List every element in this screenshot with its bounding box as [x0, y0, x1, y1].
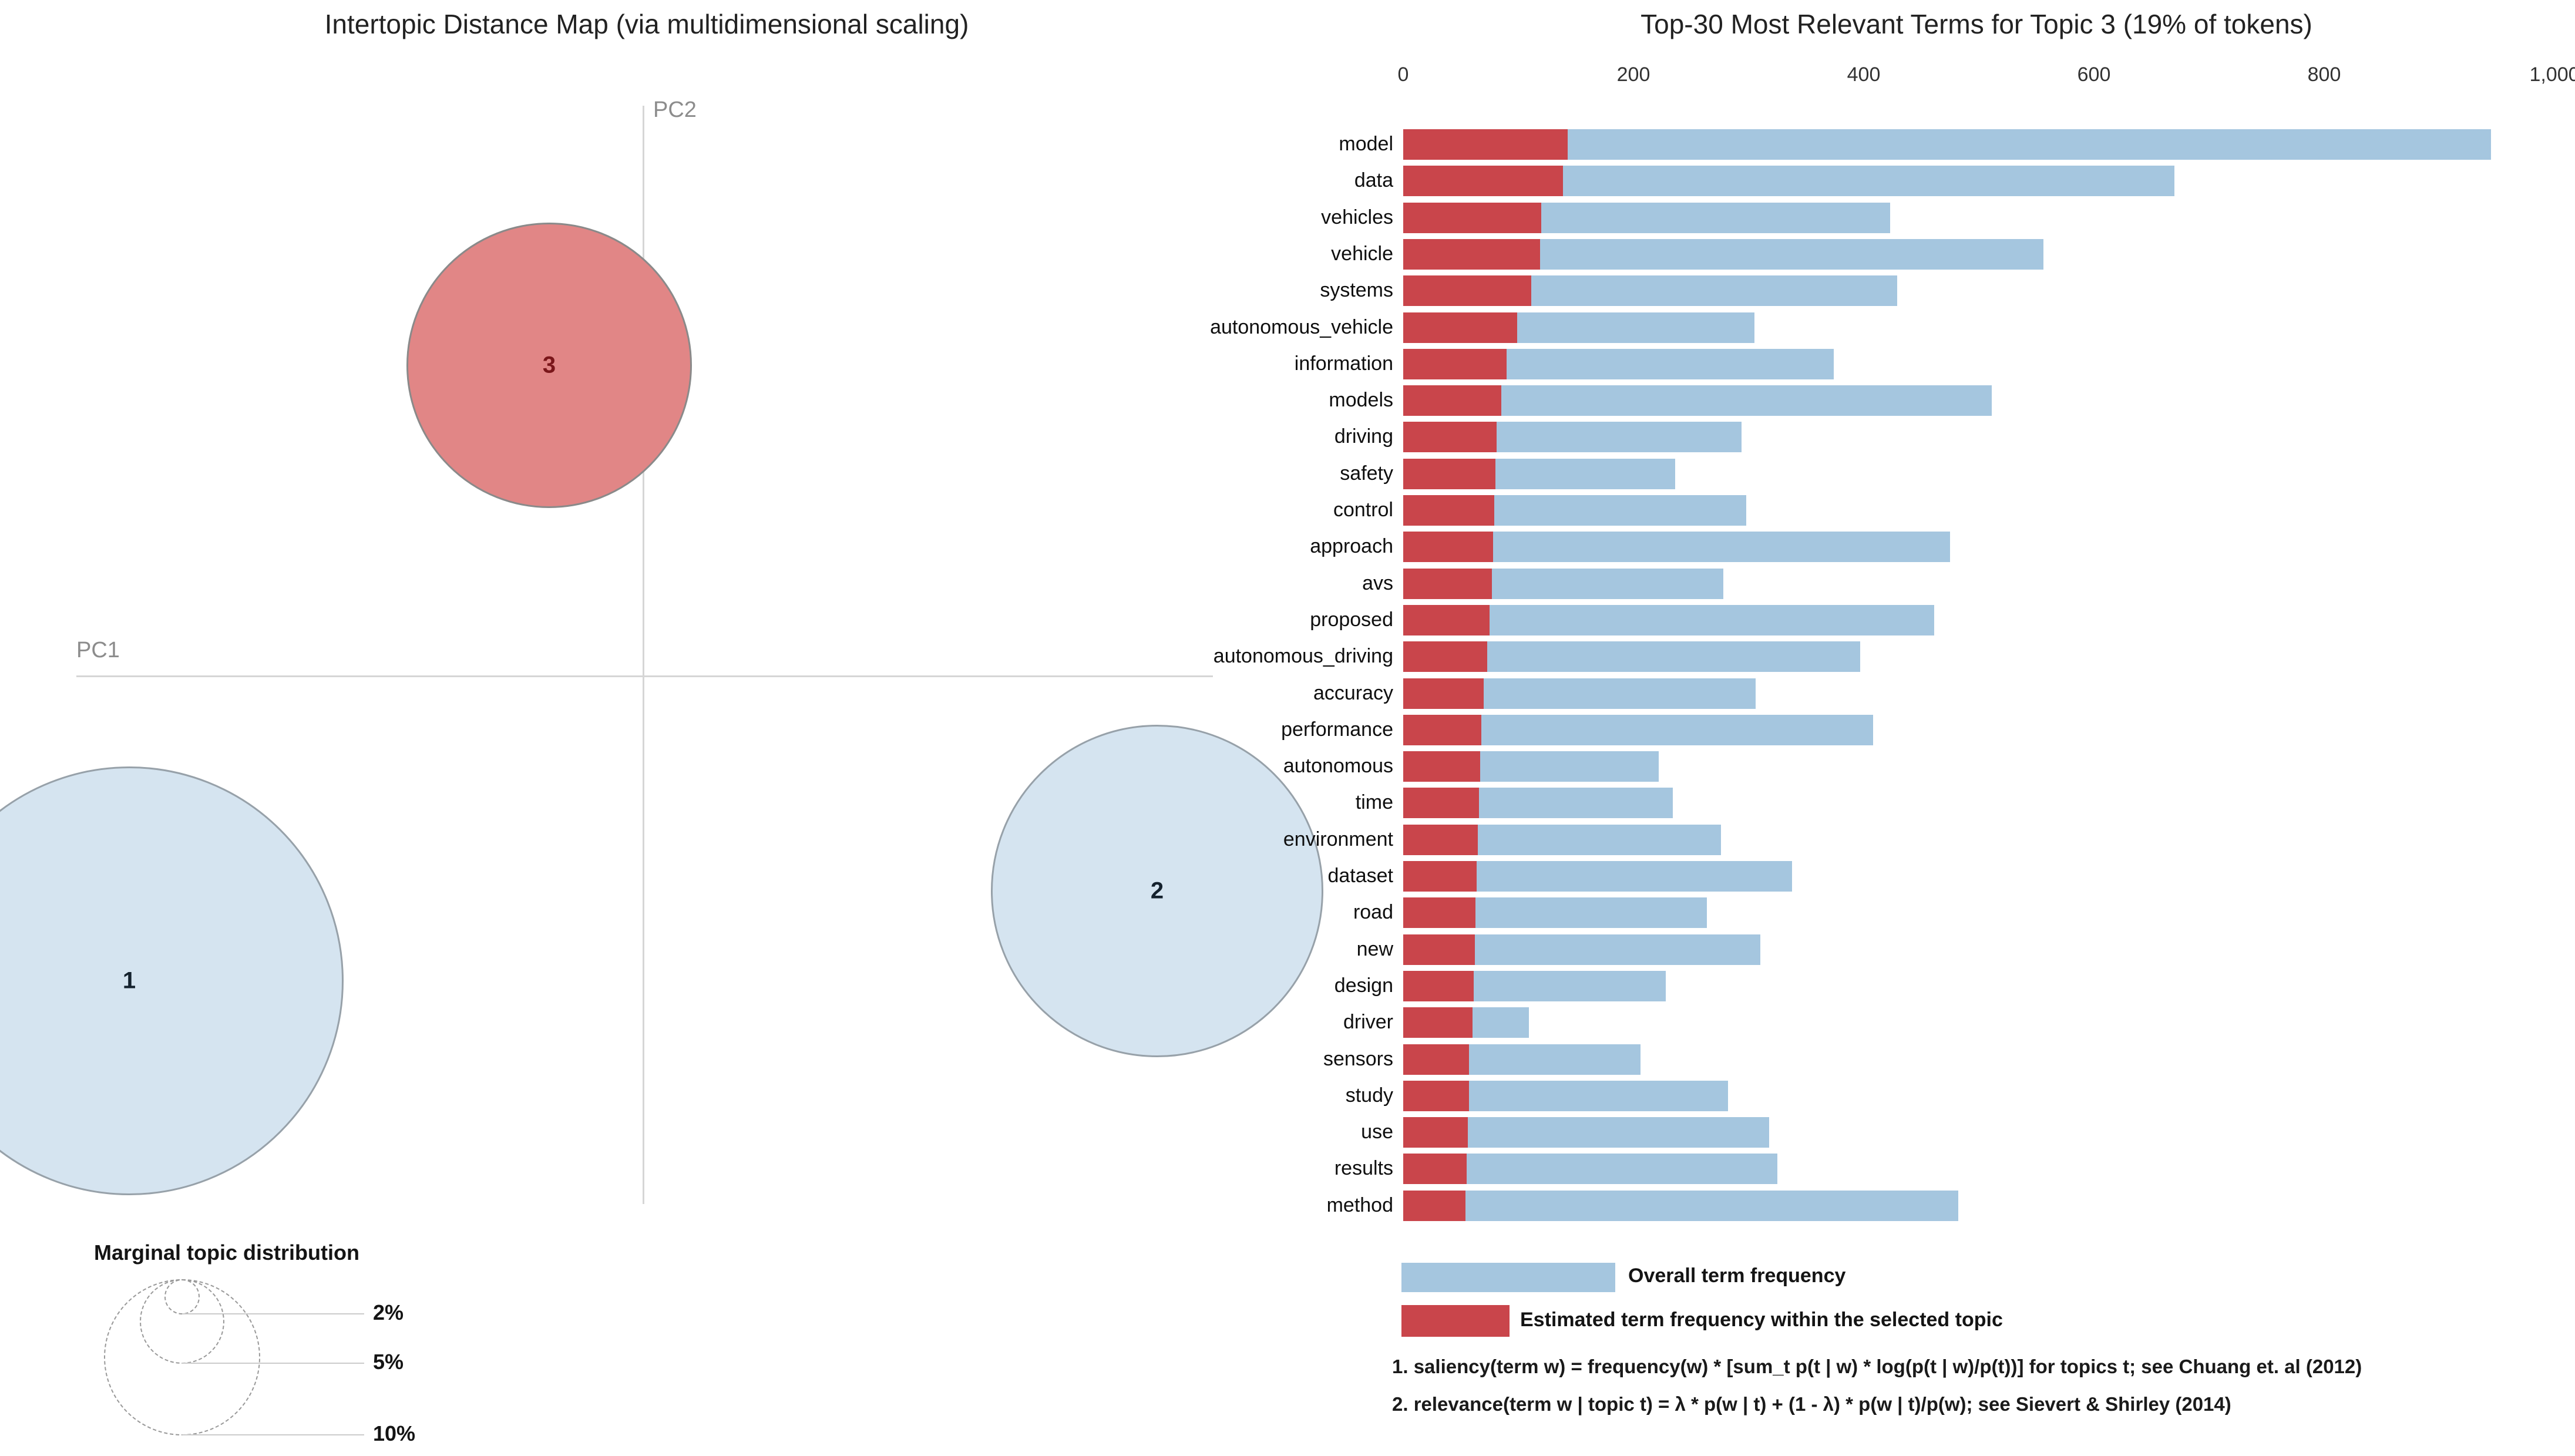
topic-frequency-bar	[1403, 1154, 1467, 1185]
x-axis-tick-1000: 1,000	[2529, 63, 2575, 86]
topic-number-3: 3	[542, 352, 556, 378]
term-label: method	[1326, 1193, 1393, 1216]
topic-circle-2[interactable]	[991, 725, 1323, 1057]
term-label: environment	[1283, 828, 1393, 850]
term-label: time	[1355, 791, 1393, 814]
marginal-pct-label: 2%	[373, 1300, 404, 1324]
term-label: models	[1329, 389, 1393, 412]
topic-frequency-bar	[1403, 202, 1542, 233]
x-axis-tick-800: 800	[2307, 63, 2341, 86]
term-label: new	[1356, 937, 1393, 960]
overall-frequency-bar	[1403, 129, 2492, 160]
topic-frequency-bar	[1403, 1117, 1468, 1148]
term-label: approach	[1310, 535, 1393, 558]
topic-circle-1[interactable]	[0, 766, 344, 1195]
term-label: driver	[1343, 1011, 1393, 1034]
topic-frequency-bar	[1403, 934, 1475, 965]
topic-frequency-bar	[1403, 129, 1568, 160]
overall-frequency-bar	[1403, 604, 1934, 635]
marginal-connector-line	[182, 1363, 364, 1364]
term-label: results	[1334, 1157, 1393, 1180]
topic-frequency-bar	[1403, 678, 1484, 709]
topic-frequency-bar	[1403, 1044, 1469, 1075]
topic-frequency-bar	[1403, 714, 1482, 745]
marginal-distribution-title: Marginal topic distribution	[94, 1240, 359, 1265]
relevance-footnote: 2. relevance(term w | topic t) = λ * p(w…	[1392, 1393, 2231, 1415]
term-label: safety	[1340, 462, 1393, 485]
term-label: driving	[1334, 425, 1393, 448]
overall-frequency-bar	[1403, 1190, 1958, 1221]
topic-frequency-bar	[1403, 1080, 1469, 1111]
overall-frequency-bar	[1403, 532, 1950, 563]
topic-frequency-bar	[1403, 751, 1481, 782]
term-label: autonomous	[1283, 755, 1393, 778]
topic-frequency-bar	[1403, 532, 1493, 563]
term-label: autonomous_driving	[1213, 645, 1393, 668]
topic-frequency-bar	[1403, 385, 1501, 416]
overall-frequency-label: Overall term frequency	[1628, 1265, 1846, 1287]
topic-frequency-bar	[1403, 495, 1494, 526]
x-axis-tick-400: 400	[1847, 63, 1881, 86]
topic-circle-3[interactable]	[406, 223, 692, 508]
term-label: use	[1361, 1121, 1393, 1144]
term-label: sensors	[1323, 1047, 1393, 1070]
topic-frequency-bar	[1403, 861, 1477, 892]
topic-frequency-label: Estimated term frequency within the sele…	[1520, 1309, 2003, 1331]
term-label: autonomous_vehicle	[1210, 315, 1393, 338]
topic-frequency-bar	[1403, 275, 1531, 307]
term-label: road	[1353, 901, 1393, 924]
term-label: control	[1333, 499, 1393, 521]
overall-frequency-swatch	[1401, 1263, 1615, 1292]
term-label: vehicles	[1321, 206, 1393, 228]
intertopic-map-title: Intertopic Distance Map (via multidimens…	[324, 9, 969, 39]
topic-frequency-bar	[1403, 422, 1497, 453]
term-label: model	[1339, 133, 1393, 155]
term-label: avs	[1362, 571, 1393, 594]
term-label: study	[1345, 1084, 1393, 1107]
topic-frequency-bar	[1403, 788, 1480, 819]
term-label: design	[1334, 974, 1393, 997]
term-label: dataset	[1327, 865, 1393, 887]
topic-frequency-bar	[1403, 1007, 1473, 1038]
term-label: vehicle	[1331, 242, 1393, 265]
term-label: proposed	[1310, 608, 1393, 631]
pc1-axis-line	[76, 675, 1213, 677]
topic-frequency-bar	[1403, 897, 1476, 929]
topic-frequency-bar	[1403, 458, 1495, 489]
marginal-connector-line	[182, 1313, 364, 1314]
term-label: information	[1294, 352, 1393, 375]
marginal-pct-label: 10%	[373, 1421, 416, 1445]
topic-frequency-bar	[1403, 348, 1507, 379]
topic-frequency-bar	[1403, 824, 1478, 855]
term-label: systems	[1320, 279, 1393, 302]
topic-frequency-bar	[1403, 641, 1488, 672]
topic-frequency-bar	[1403, 166, 1564, 197]
topic-number-1: 1	[122, 967, 136, 994]
topic-number-2: 2	[1150, 877, 1164, 904]
pc1-axis-label: PC1	[76, 638, 120, 663]
pc2-axis-label: PC2	[653, 97, 697, 122]
topic-frequency-bar	[1403, 568, 1492, 599]
term-label: performance	[1281, 718, 1393, 741]
overall-frequency-bar	[1403, 714, 1873, 745]
topic-frequency-bar	[1403, 1190, 1465, 1221]
x-axis-tick-600: 600	[2077, 63, 2111, 86]
topic-frequency-bar	[1403, 970, 1474, 1001]
x-axis-tick-200: 200	[1616, 63, 1650, 86]
pc2-axis-line	[643, 106, 644, 1204]
topic-frequency-swatch	[1401, 1305, 1510, 1337]
term-chart-title: Top-30 Most Relevant Terms for Topic 3 (…	[1641, 9, 2312, 39]
topic-frequency-bar	[1403, 312, 1518, 343]
term-label: accuracy	[1313, 681, 1393, 704]
term-label: data	[1354, 169, 1393, 192]
x-axis-tick-0: 0	[1397, 63, 1409, 86]
marginal-pct-label: 5%	[373, 1350, 404, 1374]
topic-frequency-bar	[1403, 604, 1490, 635]
marginal-connector-line	[182, 1434, 364, 1435]
marginal-circle-10%	[104, 1279, 260, 1435]
topic-frequency-bar	[1403, 238, 1541, 270]
overall-frequency-bar	[1403, 385, 1992, 416]
saliency-footnote: 1. saliency(term w) = frequency(w) * [su…	[1392, 1356, 2362, 1377]
